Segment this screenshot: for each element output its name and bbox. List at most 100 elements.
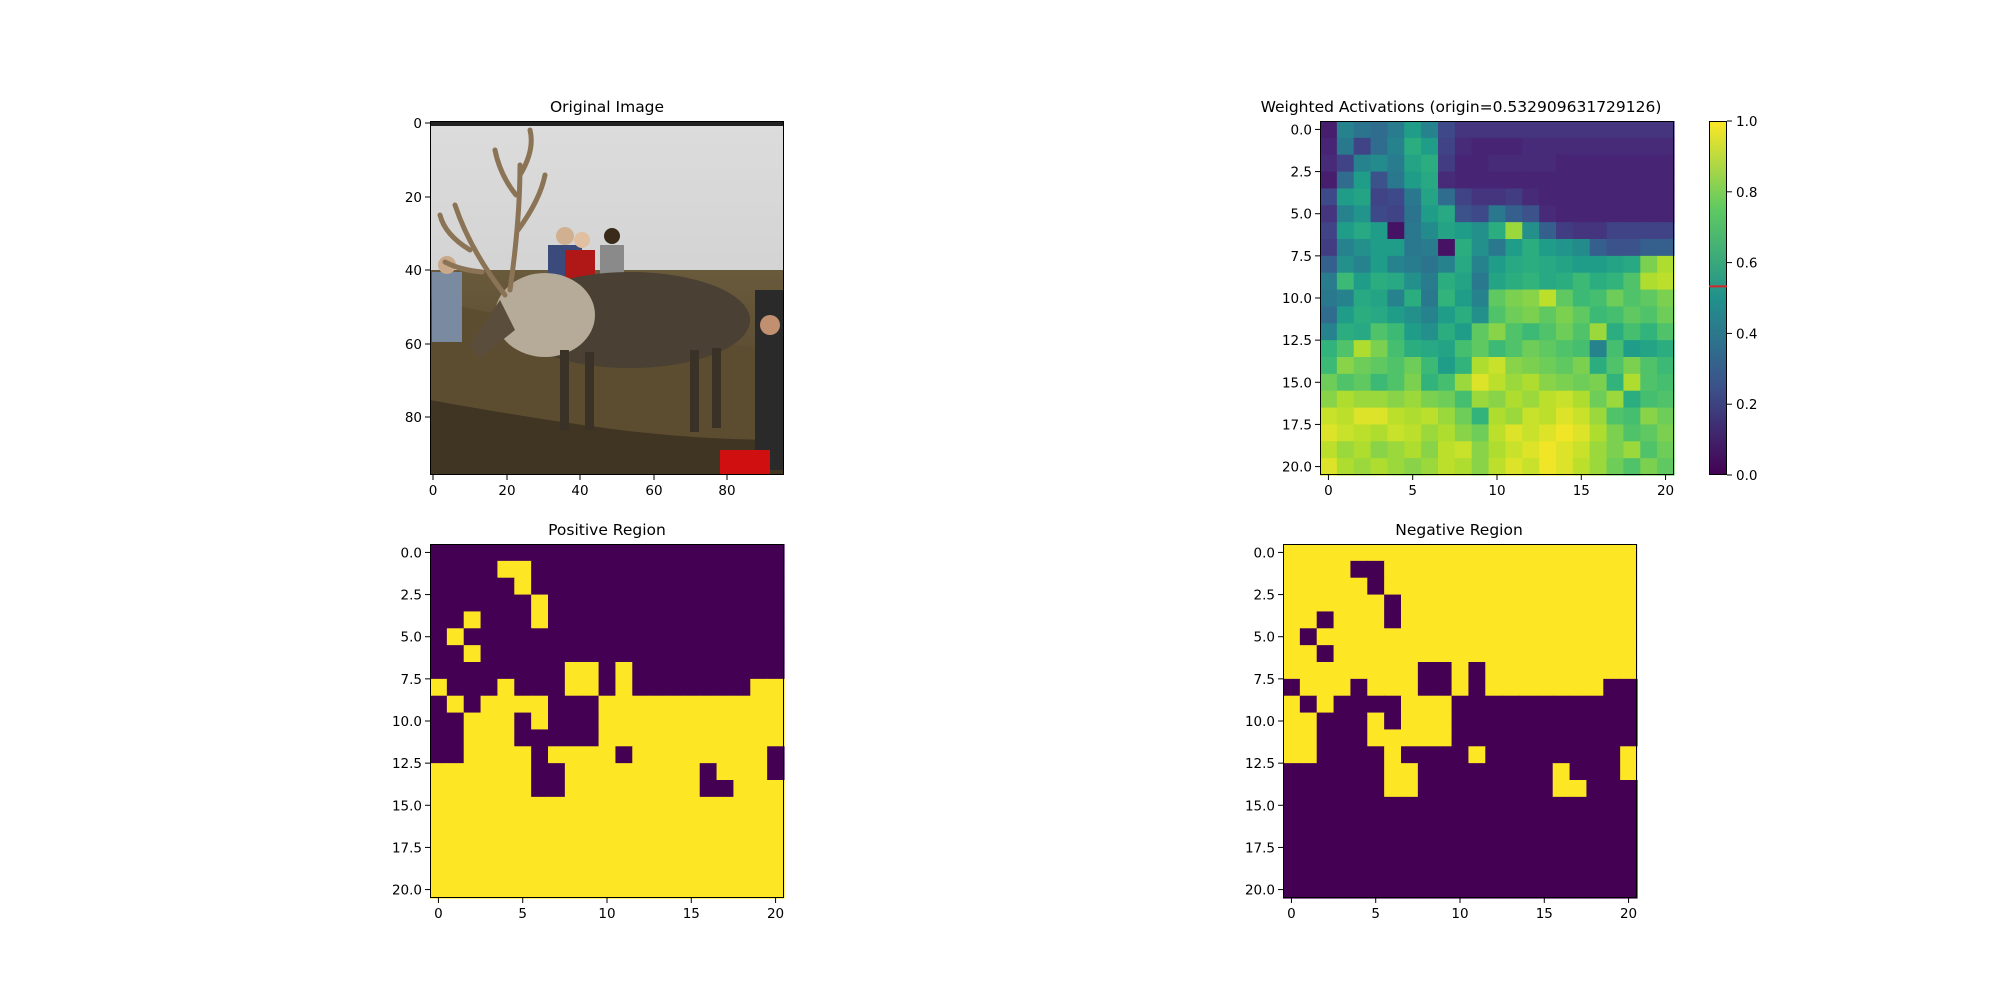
heatmap-cell: [1572, 222, 1591, 240]
y-tick: 15.0: [1282, 375, 1320, 391]
heatmap-cell: [1471, 154, 1490, 173]
heatmap-cell: [548, 695, 566, 714]
heatmap-cell: [1502, 813, 1520, 832]
y-tick: 15.0: [392, 798, 430, 814]
heatmap-cell: [767, 662, 785, 680]
heatmap-cell: [767, 577, 785, 596]
heatmap-cell: [430, 645, 448, 663]
heatmap-cell: [1657, 458, 1675, 476]
heatmap-cell: [1333, 628, 1352, 646]
y-tick-label: 0: [413, 116, 422, 132]
heatmap-cell: [1556, 289, 1574, 308]
heatmap-cell: [682, 544, 701, 562]
heatmap-cell: [1640, 340, 1658, 358]
heatmap-cell: [1401, 881, 1419, 899]
heatmap-cell: [1535, 864, 1554, 882]
negative-region-heatmap: [1283, 544, 1638, 899]
heatmap-cell: [1283, 678, 1301, 697]
heatmap-cell: [446, 864, 465, 882]
heatmap-cell: [1336, 255, 1355, 274]
heatmap-cell: [548, 864, 566, 882]
heatmap-cell: [531, 695, 549, 714]
heatmap-cell: [1451, 544, 1470, 562]
heatmap-cell: [1299, 847, 1318, 865]
heatmap-cell: [1589, 154, 1608, 173]
heatmap-cell: [1522, 171, 1540, 190]
heatmap-cell: [1384, 628, 1402, 646]
heatmap-cell: [1421, 323, 1439, 341]
heatmap-cell: [1556, 154, 1574, 173]
heatmap-cell: [1620, 763, 1638, 781]
heatmap-cell: [1519, 662, 1537, 680]
heatmap-cell: [1519, 712, 1537, 731]
y-tick-label: 15.0: [1245, 798, 1275, 814]
heatmap-cell: [1502, 560, 1520, 579]
heatmap-cell: [1367, 864, 1385, 882]
heatmap-cell: [1370, 306, 1389, 324]
heatmap-cell: [615, 645, 633, 663]
heatmap-cell: [1623, 306, 1641, 324]
heatmap-cell: [1417, 796, 1436, 815]
heatmap-cell: [1488, 458, 1507, 476]
heatmap-cell: [531, 729, 549, 747]
y-tick: 17.5: [392, 840, 430, 856]
heatmap-cell: [1283, 645, 1301, 663]
heatmap-cell: [1299, 662, 1318, 680]
heatmap-cell: [615, 594, 633, 613]
heatmap-cell: [514, 864, 532, 882]
heatmap-cell: [1387, 154, 1405, 173]
heatmap-cell: [1471, 407, 1490, 426]
heatmap-cell: [446, 628, 465, 646]
heatmap-cell: [446, 594, 465, 613]
heatmap-cell: [497, 611, 515, 629]
heatmap-cell: [446, 645, 465, 663]
heatmap-cell: [1485, 796, 1503, 815]
heatmap-cell: [1320, 205, 1338, 223]
heatmap-cell: [1454, 222, 1473, 240]
heatmap-cell: [1657, 424, 1675, 442]
heatmap-cell: [1367, 628, 1385, 646]
heatmap-cell: [564, 881, 583, 899]
heatmap-cell: [1535, 729, 1554, 747]
heatmap-cell: [1350, 763, 1368, 781]
heatmap-cell: [1468, 662, 1486, 680]
heatmap-cell: [581, 881, 600, 899]
heatmap-cell: [548, 712, 566, 731]
panel-negative-region: Negative Region 0 5 10 15 20 0.0 2.5 5.0 7.5 10.0…: [1245, 521, 1638, 922]
heatmap-cell: [430, 678, 448, 697]
heatmap-cell: [1522, 289, 1540, 308]
heatmap-cell: [564, 560, 583, 579]
heatmap-cell: [1283, 560, 1301, 579]
heatmap-cell: [1552, 695, 1571, 714]
heatmap-cell: [649, 864, 667, 882]
heatmap-cell: [1350, 712, 1368, 731]
heatmap-cell: [1502, 881, 1520, 899]
heatmap-cell: [632, 813, 650, 832]
heatmap-cell: [1485, 763, 1503, 781]
y-tick: 7.5: [1291, 249, 1320, 265]
x-tick-label: 10: [1488, 483, 1505, 499]
heatmap-cell: [1519, 577, 1537, 596]
heatmap-cell: [649, 662, 667, 680]
heatmap-cell: [716, 881, 735, 899]
heatmap-cell: [1417, 544, 1436, 562]
heatmap-cell: [767, 544, 785, 562]
heatmap-cell: [1336, 424, 1355, 442]
heatmap-cell: [699, 746, 718, 764]
y-tick: 20: [405, 190, 430, 206]
heatmap-cell: [1657, 171, 1675, 190]
heatmap-cell: [480, 763, 499, 781]
heatmap-cell: [564, 864, 583, 882]
heatmap-cell: [446, 678, 465, 697]
heatmap-cell: [1353, 289, 1372, 308]
heatmap-cell: [1505, 188, 1523, 206]
heatmap-cell: [1505, 255, 1523, 274]
heatmap-cell: [666, 881, 684, 899]
heatmap-cell: [1620, 678, 1638, 697]
heatmap-cell: [1451, 611, 1470, 629]
heatmap-cell: [1522, 239, 1540, 257]
heatmap-cell: [1421, 306, 1439, 324]
heatmap-cell: [1552, 712, 1571, 731]
heatmap-cell: [480, 729, 499, 747]
heatmap-cell: [531, 645, 549, 663]
